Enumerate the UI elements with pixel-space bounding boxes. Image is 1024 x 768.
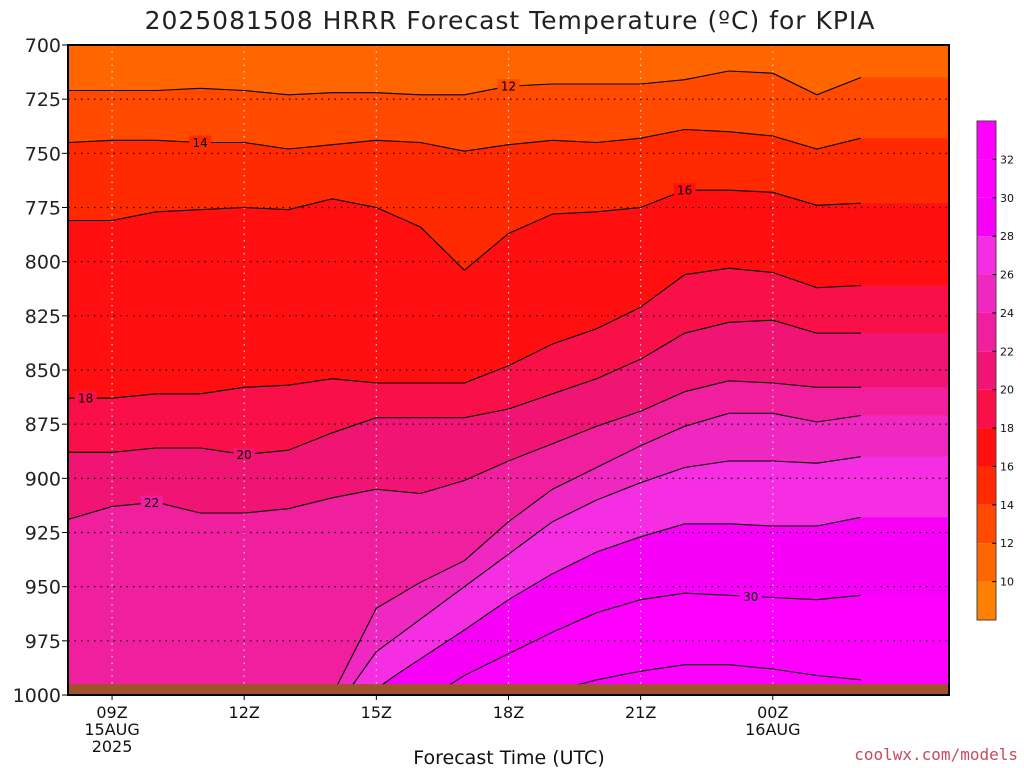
x-tick-label: 09Z xyxy=(96,703,127,722)
contour-line-28 xyxy=(367,516,862,695)
contour-label-20: 20 xyxy=(237,448,252,462)
contour-line-20 xyxy=(68,319,861,456)
colorbar-segment xyxy=(977,504,996,544)
contour-label-bg xyxy=(739,589,762,603)
colorbar-label: 16 xyxy=(1000,460,1014,473)
y-tick-label: 975 xyxy=(25,631,61,653)
y-tick-label: 800 xyxy=(25,252,61,274)
y-tick-label: 850 xyxy=(25,360,61,382)
contour-label-bg xyxy=(673,183,696,197)
colorbar: 32 30 28 26 24 22 20 18 16 14 12 10 xyxy=(976,120,1014,621)
x-tick-label: 21Z xyxy=(625,703,656,722)
colorbar-label: 14 xyxy=(1000,499,1014,512)
colorbar-label: 18 xyxy=(1000,422,1014,435)
contour-line-16 xyxy=(68,189,861,272)
contour-line-18 xyxy=(68,267,861,399)
contour-label-bg xyxy=(74,391,97,405)
colorbar-label: 32 xyxy=(1000,153,1014,166)
colorbar-label: 30 xyxy=(1000,192,1014,205)
y-tick-label: 950 xyxy=(25,577,61,599)
contour-label-22: 22 xyxy=(144,496,159,510)
colorbar-segment xyxy=(977,236,996,275)
colorbar-segment xyxy=(977,428,996,467)
y-tick-label: 900 xyxy=(25,468,61,490)
x-tick-label: 16AUG xyxy=(745,720,800,739)
colorbar-segment xyxy=(977,274,996,313)
ground-band xyxy=(68,684,949,695)
contour-label-30: 30 xyxy=(743,590,758,604)
colorbar-segment xyxy=(977,312,996,352)
colorbar-segment xyxy=(977,197,996,237)
contour-line-32 xyxy=(539,664,861,695)
fill-band-30 xyxy=(433,593,949,695)
y-tick-label: 725 xyxy=(25,89,61,111)
x-tick-label: 12Z xyxy=(229,703,260,722)
x-tick-label: 2025 xyxy=(92,737,133,756)
colorbar-label: 26 xyxy=(1000,269,1014,282)
colorbar-label: 24 xyxy=(1000,307,1014,320)
y-tick-label: 875 xyxy=(25,414,61,436)
contour-line-26 xyxy=(345,456,861,695)
colorbar-segment xyxy=(977,389,996,429)
contour-label-bg xyxy=(189,135,212,149)
colorbar-segment xyxy=(977,543,996,582)
colorbar-segment xyxy=(977,159,996,198)
colorbar-label: 10 xyxy=(1000,576,1014,589)
y-tick-label: 750 xyxy=(25,143,61,165)
contour-fills xyxy=(68,45,949,695)
colorbar-frame xyxy=(976,120,997,621)
colorbar-label: 12 xyxy=(1000,537,1014,550)
colorbar-segment xyxy=(977,466,996,505)
y-tick-label: 1000 xyxy=(13,685,61,707)
contour-label-16: 16 xyxy=(677,184,692,198)
x-tick-label: 15Z xyxy=(361,703,392,722)
contour-label-12: 12 xyxy=(501,80,516,94)
x-axis-label: Forecast Time (UTC) xyxy=(413,747,604,768)
contour-line-22 xyxy=(68,380,861,521)
colorbar-segment xyxy=(977,581,996,620)
contour-label-bg xyxy=(233,447,256,461)
y-tick-label: 700 xyxy=(25,35,61,57)
contour-lines: 12 14 16 18 20 22 30 xyxy=(68,70,862,695)
colorbar-label: 20 xyxy=(1000,384,1014,397)
credit-text: coolwx.com/models xyxy=(854,745,1018,764)
contour-label-14: 14 xyxy=(193,136,208,150)
colorbar-segment xyxy=(977,351,996,390)
chart-title: 2025081508 HRRR Forecast Temperature (ºC… xyxy=(145,6,876,35)
ground-shading xyxy=(68,684,949,695)
y-tick-label: 825 xyxy=(25,306,61,328)
y-tick-label: 925 xyxy=(25,523,61,545)
x-tick-label: 15AUG xyxy=(84,720,139,739)
contour-label-bg xyxy=(497,79,520,93)
contour-label-bg xyxy=(140,495,163,509)
grid xyxy=(68,45,949,695)
contour-line-12 xyxy=(68,70,862,96)
x-tick-label: 00Z xyxy=(757,703,788,722)
contour-line-24 xyxy=(68,412,861,695)
colorbar-segment xyxy=(977,121,996,160)
y-axis: 700 725 750 775 800 825 850 875 900 925 950 975 1000 xyxy=(13,35,68,707)
x-tick-label: 18Z xyxy=(493,703,524,722)
y-tick-label: 775 xyxy=(25,198,61,220)
colorbar-label: 22 xyxy=(1000,345,1014,358)
contour-label-18: 18 xyxy=(78,392,93,406)
colorbar-label: 28 xyxy=(1000,230,1014,243)
contour-line-30 xyxy=(433,592,861,695)
